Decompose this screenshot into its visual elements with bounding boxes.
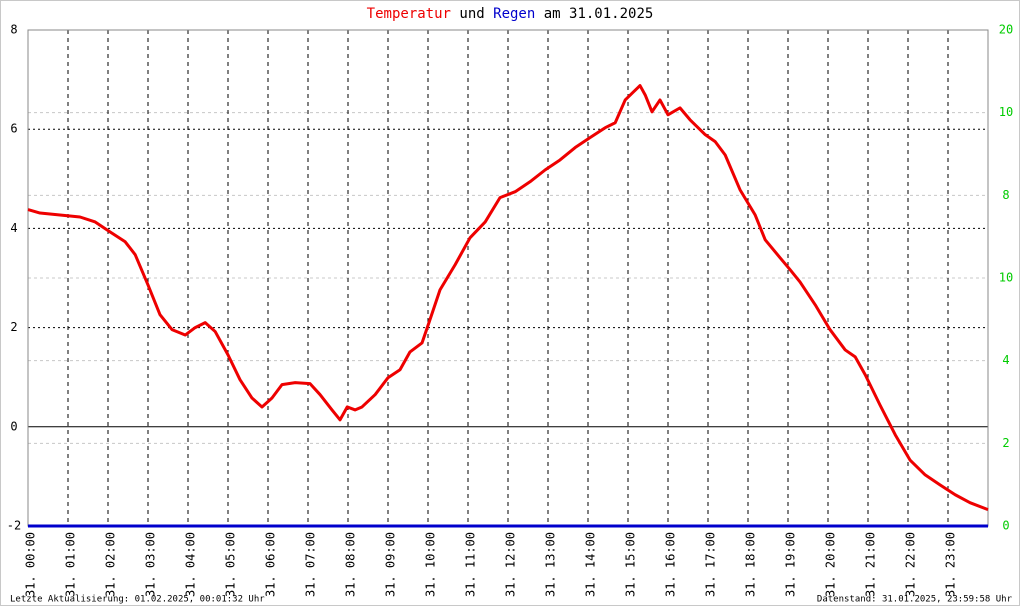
y-tick-label: 0 xyxy=(10,419,17,433)
x-tick-label: 31. 12:00 xyxy=(504,532,518,597)
x-tick-label: 31. 05:00 xyxy=(224,532,238,597)
y-tick-label: 8 xyxy=(10,23,17,37)
chart-title: Temperatur und Regen am 31.01.2025 xyxy=(367,6,654,22)
x-tick-label: 31. 04:00 xyxy=(184,532,198,597)
x-tick-label: 31. 19:00 xyxy=(784,532,798,597)
x-tick-label: 31. 08:00 xyxy=(344,532,358,597)
y2-tick-label: 2 xyxy=(1002,436,1009,450)
x-tick-label: 31. 23:00 xyxy=(944,532,958,597)
title-connector: und xyxy=(459,6,484,22)
x-tick-label: 31. 01:00 xyxy=(64,532,78,597)
x-tick-label: 31. 02:00 xyxy=(104,532,118,597)
x-tick-label: 31. 14:00 xyxy=(584,532,598,597)
x-tick-label: 31. 07:00 xyxy=(304,532,318,597)
x-tick-label: 31. 16:00 xyxy=(664,532,678,597)
footer-left: Letzte Aktualisierung: 01.02.2025, 00:01… xyxy=(10,595,265,605)
x-tick-label: 31. 22:00 xyxy=(904,532,918,597)
y2-tick-label: 0 xyxy=(1002,519,1009,533)
y2-tick-label: 8 xyxy=(1002,188,1009,202)
x-tick-label: 31. 11:00 xyxy=(464,532,478,597)
x-tick-label: 31. 20:00 xyxy=(824,532,838,597)
title-series-1: Temperatur xyxy=(367,6,451,22)
y-tick-label: 2 xyxy=(10,320,17,334)
y2-tick-label: 10 xyxy=(999,105,1013,119)
x-tick-label: 31. 10:00 xyxy=(424,532,438,597)
x-tick-label: 31. 00:00 xyxy=(24,532,38,597)
footer-right: Datenstand: 31.01.2025, 23:59:58 Uhr xyxy=(817,595,1013,605)
x-tick-label: 31. 13:00 xyxy=(544,532,558,597)
title-series-2: Regen xyxy=(493,6,535,22)
y2-tick-label: 4 xyxy=(1002,353,1009,367)
x-tick-label: 31. 06:00 xyxy=(264,532,278,597)
y2-tick-label: 10 xyxy=(999,271,1013,285)
series-line xyxy=(27,84,989,512)
y-tick-label: 4 xyxy=(10,221,17,235)
y-tick-label: 6 xyxy=(10,122,17,136)
x-tick-label: 31. 09:00 xyxy=(384,532,398,597)
x-tick-label: 31. 03:00 xyxy=(144,532,158,597)
x-tick-label: 31. 17:00 xyxy=(704,532,718,597)
y-tick-label: -2 xyxy=(7,519,21,533)
x-tick-label: 31. 15:00 xyxy=(624,532,638,597)
y2-tick-label: 20 xyxy=(999,23,1013,37)
title-suffix: am 31.01.2025 xyxy=(544,6,654,22)
x-tick-label: 31. 18:00 xyxy=(744,532,758,597)
x-tick-label: 31. 21:00 xyxy=(864,532,878,597)
